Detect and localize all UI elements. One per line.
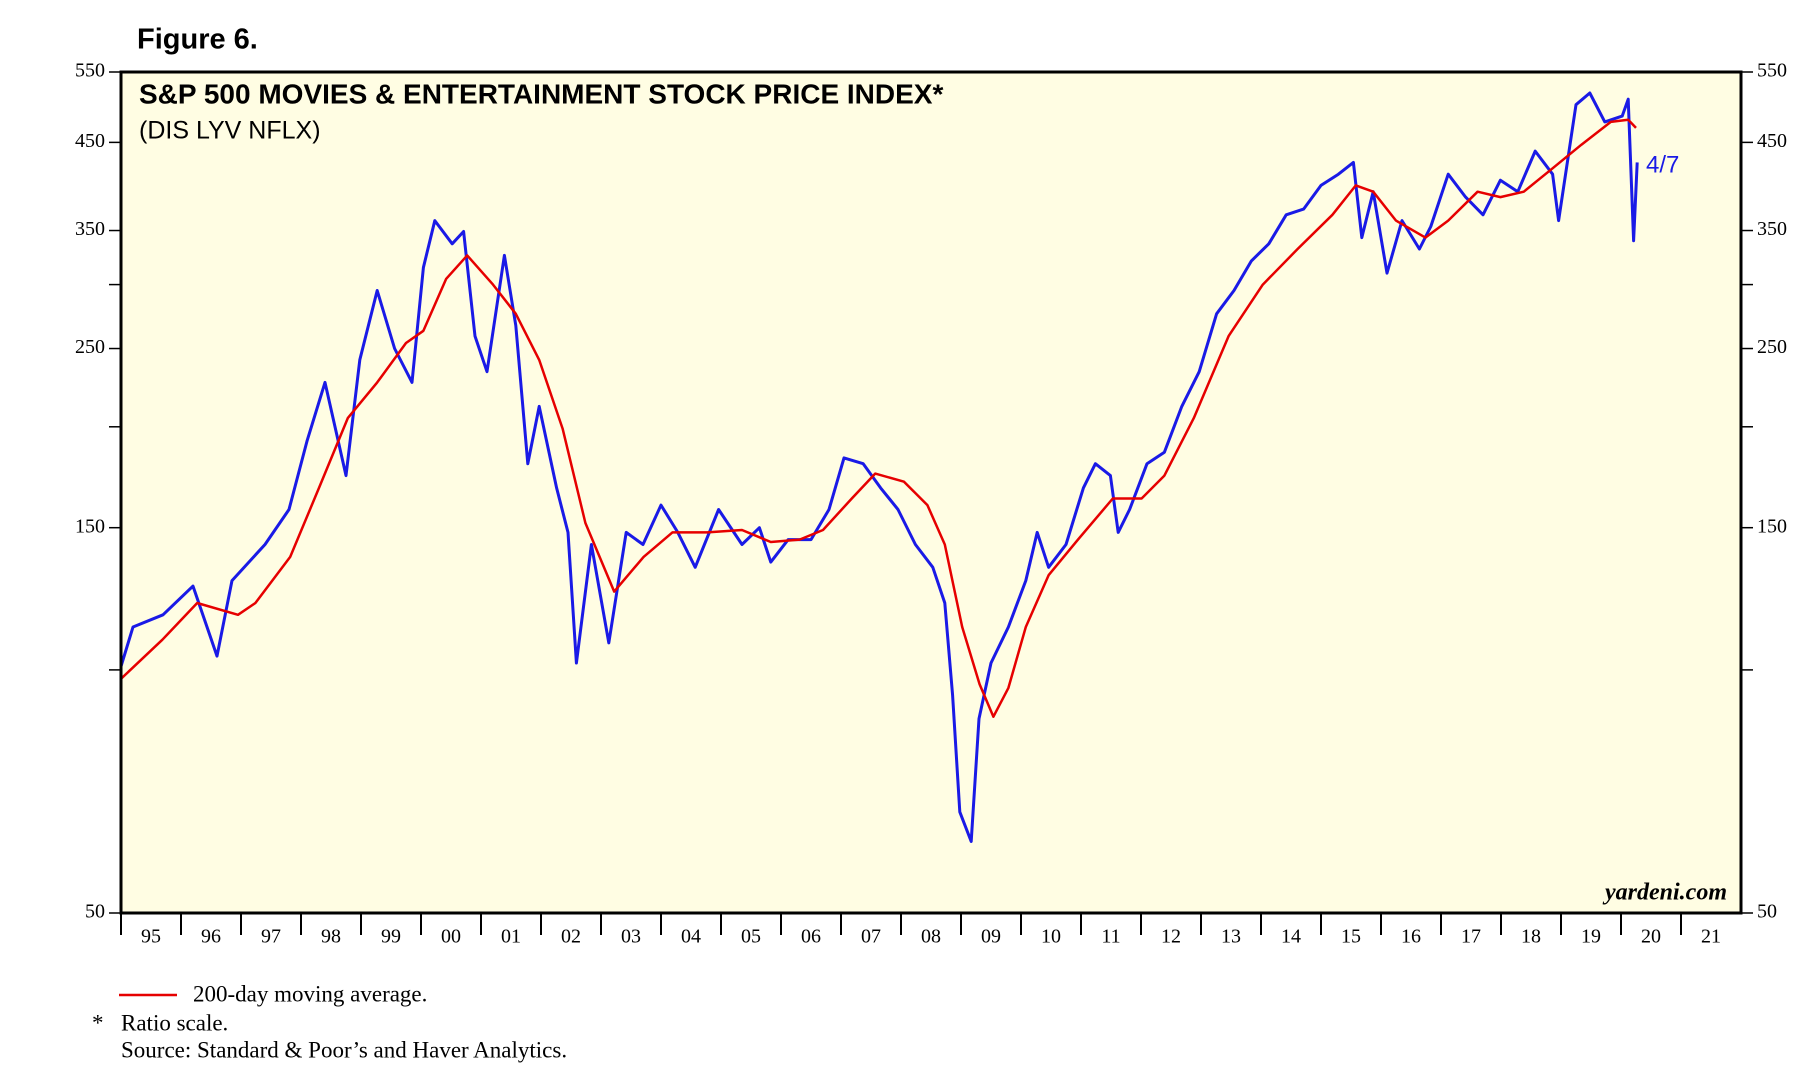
x-tick-label: 17 xyxy=(1461,926,1481,948)
x-tick-label: 03 xyxy=(621,926,641,948)
footnote-marker: * xyxy=(92,1010,104,1035)
figure-label: Figure 6. xyxy=(137,24,258,56)
data-line xyxy=(119,91,1639,843)
chart-subtitle: (DIS LYV NFLX) xyxy=(139,117,321,145)
x-tick-label: 95 xyxy=(141,926,161,948)
y2-tick-label: 450 xyxy=(1757,130,1787,152)
y2-tick-label: 350 xyxy=(1757,218,1787,240)
y2-tick-label: 550 xyxy=(1757,60,1787,82)
x-tick-label: 16 xyxy=(1401,926,1421,948)
x-tick-label: 15 xyxy=(1341,926,1361,948)
x-tick-label: 98 xyxy=(321,926,341,948)
y-tick-label: 350 xyxy=(75,218,105,240)
y2-tick-label: 150 xyxy=(1757,515,1787,537)
x-tick-label: 06 xyxy=(801,926,821,948)
plot-frame xyxy=(119,70,1743,915)
x-tick-label: 21 xyxy=(1701,926,1721,948)
y-tick-label: 150 xyxy=(75,515,105,537)
x-tick-label: 10 xyxy=(1041,926,1061,948)
x-tick-label: 18 xyxy=(1521,926,1541,948)
x-tick-label: 11 xyxy=(1101,926,1120,948)
y-tick-label: 550 xyxy=(75,60,105,82)
x-tick-label: 19 xyxy=(1581,926,1601,948)
x-tick-label: 96 xyxy=(201,926,221,948)
x-tick-label: 04 xyxy=(681,926,701,948)
y-tick-label: 450 xyxy=(75,130,105,152)
x-tick-label: 20 xyxy=(1641,926,1661,948)
end-label: 4/7 xyxy=(1646,151,1679,178)
x-tick-label: 09 xyxy=(981,926,1001,948)
footnote: Ratio scale. xyxy=(121,1010,228,1035)
data-line xyxy=(120,118,1637,718)
x-tick-label: 00 xyxy=(441,926,461,948)
watermark: yardeni.com xyxy=(1602,880,1727,906)
x-tick-label: 12 xyxy=(1161,926,1181,948)
x-tick-label: 05 xyxy=(741,926,761,948)
plot-area xyxy=(121,72,1741,913)
x-tick-label: 07 xyxy=(861,926,881,948)
y-tick-label: 250 xyxy=(75,336,105,358)
chart-title: S&P 500 MOVIES & ENTERTAINMENT STOCK PRI… xyxy=(139,78,943,109)
x-tick-label: 97 xyxy=(261,926,281,948)
x-tick-label: 13 xyxy=(1221,926,1241,948)
x-tick-label: 08 xyxy=(921,926,941,948)
y-tick-label: 50 xyxy=(85,901,105,923)
y2-tick-label: 250 xyxy=(1757,336,1787,358)
x-tick-label: 02 xyxy=(561,926,581,948)
x-tick-label: 99 xyxy=(381,926,401,948)
legend-label: 200-day moving average. xyxy=(193,981,427,1006)
y2-tick-label: 50 xyxy=(1757,901,1777,923)
source: Source: Standard & Poor’s and Haver Anal… xyxy=(121,1037,567,1062)
x-tick-label: 14 xyxy=(1281,926,1301,948)
x-tick-label: 01 xyxy=(501,926,521,948)
